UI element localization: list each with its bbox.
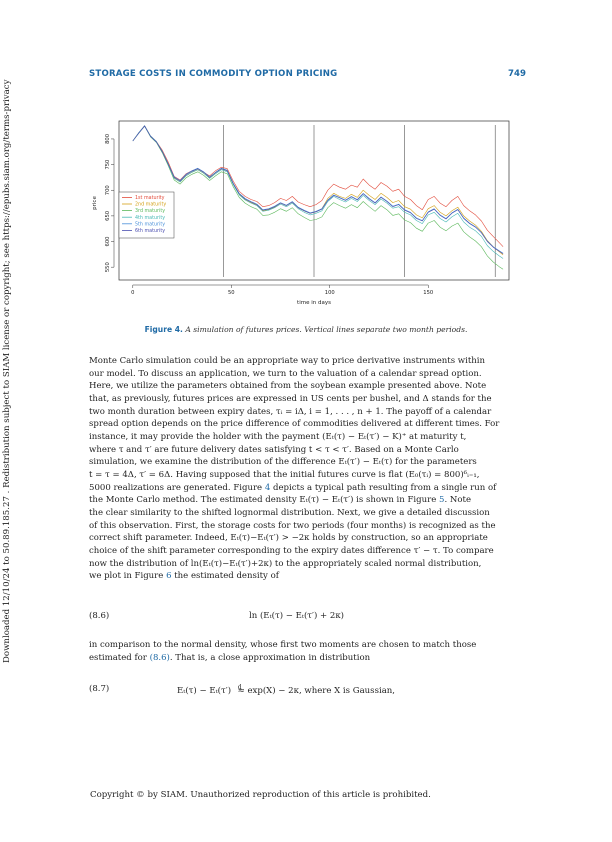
text-line: 5000 realizations are generated. Figure … <box>89 482 497 493</box>
legend-entry: 2nd maturity <box>135 202 166 208</box>
futures-price-chart: 0 50 100 150 550 600 650 700 750 800 time in day… <box>92 120 510 306</box>
second-paragraph: in comparison to the normal density, who… <box>89 639 529 664</box>
legend-entry: 1st maturity <box>135 195 165 201</box>
text-line: in comparison to the normal density, who… <box>89 640 477 650</box>
figure-label: Figure 4. <box>144 325 183 334</box>
y-tick-label: 700 <box>105 185 111 195</box>
text-line: simulation, we examine the distribution … <box>89 457 477 468</box>
text-line: two month duration between expiry dates,… <box>89 406 492 417</box>
main-paragraph: Monte Carlo simulation could be an appro… <box>89 355 529 583</box>
text-line: the Monte Carlo method. The estimated de… <box>89 495 472 506</box>
text-line: choice of the shift parameter correspond… <box>89 545 494 556</box>
text-line: Monte Carlo simulation could be an appro… <box>89 356 486 366</box>
figure-4-link[interactable]: 4 <box>264 482 271 493</box>
y-axis-label: price <box>92 196 98 210</box>
text-line: Here, we utilize the parameters obtained… <box>89 381 487 392</box>
series-line <box>132 125 504 255</box>
text-line: now the distribution of ln(Eₜ(τ)−Eₜ(τ′)+… <box>89 558 482 569</box>
x-tick-label: 150 <box>423 290 433 296</box>
y-tick-label: 750 <box>105 160 111 170</box>
figure-4: 0 50 100 150 550 600 650 700 750 800 time in day… <box>88 110 518 314</box>
equation-body: Eₜ(τ) − Eₜ(τ′) d≈ exp(X) − 2κ, where X i… <box>177 684 396 696</box>
series-line <box>132 125 504 256</box>
legend-entry: 3rd maturity <box>135 208 165 214</box>
series-line <box>132 125 504 247</box>
text-line: that, as previously, futures prices are … <box>89 393 492 404</box>
text-line: estimated for (8.6). That is, a close ap… <box>89 652 371 663</box>
series-line <box>132 125 504 259</box>
equation-8-6-link[interactable]: (8.6) <box>149 652 170 663</box>
equation-number: (8.7) <box>89 684 110 694</box>
text-line: instance, it may provide the holder with… <box>89 431 467 442</box>
figure-5-link[interactable]: 5 <box>439 495 445 506</box>
x-tick-label: 100 <box>325 290 335 296</box>
text-line: we plot in Figure 6 the estimated densit… <box>89 571 279 582</box>
text-line: spread option depends on the price diffe… <box>89 419 500 430</box>
equation-number: (8.6) <box>89 611 110 621</box>
text-line: t = τ = 4Δ, τ′ = 6Δ. Having supposed tha… <box>89 469 480 480</box>
y-tick-label: 550 <box>105 262 111 272</box>
legend-entry: 6th maturity <box>135 228 165 234</box>
running-header-title: STORAGE COSTS IN COMMODITY OPTION PRICIN… <box>89 69 338 79</box>
legend-entry: 4th maturity <box>135 215 165 221</box>
figure-caption: Figure 4. A simulation of futures prices… <box>0 325 612 334</box>
y-tick-label: 800 <box>105 134 111 144</box>
x-axis-label: time in days <box>297 300 331 306</box>
series-line <box>132 125 504 270</box>
equation-body: ln (Eₜ(τ) − Eₜ(τ′) + 2κ) <box>249 611 345 621</box>
y-tick-label: 650 <box>105 211 111 221</box>
text-line: the clear similarity to the shifted logn… <box>89 507 490 518</box>
x-tick-label: 0 <box>131 290 134 296</box>
page-number: 749 <box>508 69 526 79</box>
copyright-footer: Copyright © by SIAM. Unauthorized reprod… <box>90 790 431 800</box>
x-tick-label: 50 <box>228 290 235 296</box>
y-tick-label: 600 <box>105 237 111 247</box>
text-line: where τ and τ′ are future delivery dates… <box>89 444 459 455</box>
legend-entry: 5th maturity <box>135 221 165 227</box>
series-line <box>132 125 504 254</box>
text-line: correct shift parameter. Indeed, Eₜ(τ)−E… <box>89 533 488 544</box>
figure-caption-text: A simulation of futures prices. Vertical… <box>185 325 468 334</box>
text-line: our model. To discuss an application, we… <box>89 368 482 379</box>
text-line: of this observation. First, the storage … <box>89 520 496 531</box>
figure-6-link[interactable]: 6 <box>166 571 172 582</box>
